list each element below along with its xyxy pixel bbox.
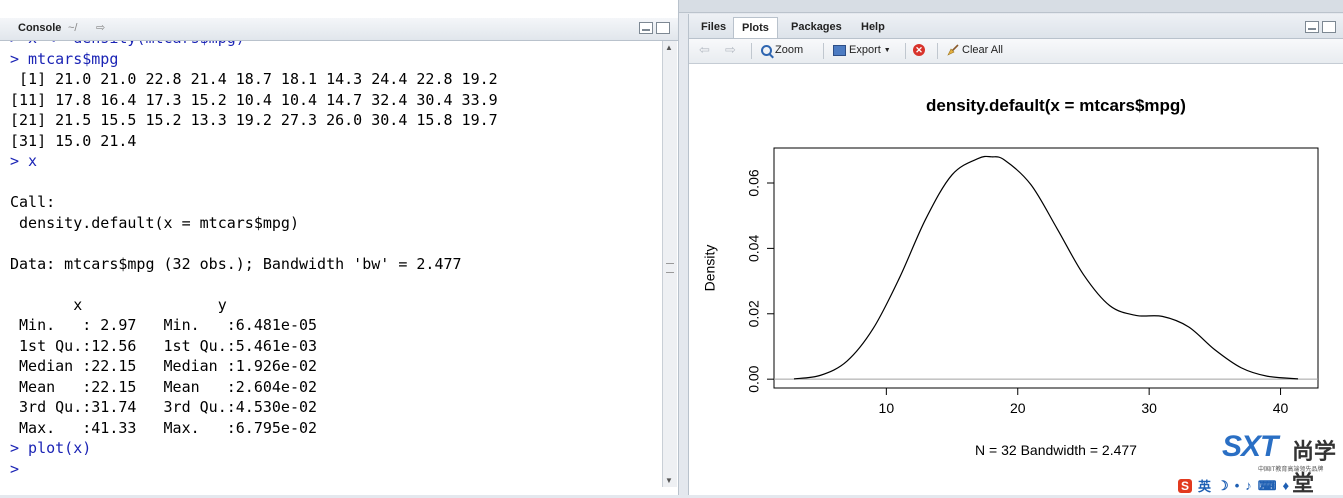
ime-lang[interactable]: 英 bbox=[1198, 479, 1212, 494]
zoom-button[interactable]: Zoom bbox=[761, 44, 803, 56]
toolbar-divider bbox=[823, 43, 824, 59]
x-axis-label: N = 32 Bandwidth = 2.477 bbox=[975, 442, 1137, 458]
keyboard-icon[interactable]: ⌨ bbox=[1257, 477, 1277, 493]
console-output-line bbox=[0, 233, 662, 254]
clear-all-label: Clear All bbox=[962, 44, 1003, 56]
tab-files[interactable]: Files bbox=[701, 21, 727, 33]
remove-icon: ✕ bbox=[913, 44, 925, 56]
density-plot: density.default(x = mtcars$mpg) 10 20 30 40 0… bbox=[702, 96, 1319, 458]
console-path[interactable]: ~/ bbox=[68, 22, 78, 34]
console-output-line: Min. : 2.97 Min. :6.481e-05 bbox=[10, 316, 318, 334]
toolbar-divider bbox=[751, 43, 752, 59]
moon-icon[interactable]: ☽ bbox=[1217, 477, 1229, 493]
console-output-line: Mean :22.15 Mean :2.604e-02 bbox=[10, 377, 318, 396]
scroll-down-icon[interactable]: ▼ bbox=[665, 476, 673, 485]
watermark-cn: 尚学堂 bbox=[1292, 439, 1337, 496]
watermark-subtitle: 中国IT教育高端领先品牌 bbox=[1258, 467, 1324, 473]
console-output-line: Data: mtcars$mpg (32 obs.); Bandwidth 'b… bbox=[10, 254, 462, 273]
x-tick-label: 40 bbox=[1273, 400, 1289, 416]
console-command-line: > x bbox=[10, 152, 38, 170]
y-tick-label: 0.02 bbox=[746, 300, 762, 327]
ime-toolbar: S 英 ☽ • ♪ ⌨ ♦ bbox=[1178, 476, 1343, 495]
navigate-arrow-icon[interactable]: ⇨ bbox=[96, 22, 106, 34]
density-curve bbox=[793, 155, 1299, 380]
arrow-left-icon: ⇦ bbox=[699, 42, 710, 57]
console-command-line: > plot(x) bbox=[10, 439, 92, 457]
minimize-icon[interactable] bbox=[639, 22, 653, 34]
pane-tabbar: Files Plots Packages Help bbox=[689, 14, 1343, 39]
console-output-line: 1st Qu.:12.56 1st Qu.:5.461e-03 bbox=[10, 336, 318, 355]
console-output-line: [31] 15.0 21.4 bbox=[10, 131, 137, 150]
console-output-line: Max. :41.33 Max. :6.795e-02 bbox=[10, 418, 318, 437]
mic-icon[interactable]: ♪ bbox=[1245, 478, 1252, 493]
y-axis-label: Density bbox=[702, 245, 718, 292]
plots-toolbar: ⇦ ⇨ Zoom Export ▼ ✕ Clear All bbox=[689, 39, 1343, 64]
remove-plot-button[interactable]: ✕ bbox=[913, 44, 925, 56]
plot-area: density.default(x = mtcars$mpg) 10 20 30 40 0… bbox=[689, 64, 1343, 495]
maximize-icon[interactable] bbox=[1322, 21, 1336, 33]
scrollbar-grip[interactable] bbox=[666, 263, 674, 273]
console-output-line: density.default(x = mtcars$mpg) bbox=[10, 213, 299, 232]
plots-window-buttons bbox=[1302, 20, 1336, 38]
export-button[interactable]: Export ▼ bbox=[833, 44, 891, 56]
plot-title: density.default(x = mtcars$mpg) bbox=[926, 96, 1186, 115]
x-tick-label: 20 bbox=[1010, 400, 1026, 416]
tab-packages[interactable]: Packages bbox=[791, 21, 842, 33]
console-output-line: Median :22.15 Median :1.926e-02 bbox=[10, 357, 318, 375]
console-output-line: 3rd Qu.:31.74 3rd Qu.:4.530e-02 bbox=[10, 398, 318, 416]
x-tick-label: 10 bbox=[879, 400, 895, 416]
minimize-icon[interactable] bbox=[1305, 21, 1319, 33]
watermark-sxt: SXT bbox=[1222, 430, 1278, 463]
console-output-line bbox=[0, 274, 662, 295]
console-output-line: [1] 21.0 21.0 22.8 21.4 18.7 18.1 14.3 2… bbox=[10, 70, 498, 88]
y-tick-label: 0.00 bbox=[746, 365, 762, 392]
back-button[interactable]: ⇦ bbox=[699, 42, 710, 57]
shirt-icon[interactable]: ♦ bbox=[1282, 478, 1290, 493]
y-tick-label: 0.06 bbox=[746, 169, 762, 196]
maximize-icon[interactable] bbox=[656, 22, 670, 34]
console-scrollbar[interactable]: ▲ ▼ bbox=[662, 41, 677, 487]
forward-button[interactable]: ⇨ bbox=[725, 42, 736, 57]
tab-plots[interactable]: Plots bbox=[733, 17, 778, 38]
arrow-right-icon: ⇨ bbox=[725, 42, 736, 57]
dot-icon[interactable]: • bbox=[1234, 478, 1240, 493]
clear-all-button[interactable]: Clear All bbox=[947, 44, 1003, 56]
console-output-line: Call: bbox=[10, 193, 56, 211]
console-pane: Console ~/ ⇨ > x <- density(mtcars$mpg)>… bbox=[0, 0, 679, 495]
broom-icon bbox=[947, 44, 959, 56]
magnifier-icon bbox=[761, 44, 772, 56]
console-output-line: [11] 17.8 16.4 17.3 15.2 10.4 10.4 14.7 … bbox=[10, 90, 498, 109]
scroll-up-icon[interactable]: ▲ bbox=[665, 43, 673, 52]
tab-help[interactable]: Help bbox=[861, 21, 885, 33]
console-output-line bbox=[0, 172, 662, 193]
console-output[interactable]: > x <- density(mtcars$mpg)> mtcars$mpg [… bbox=[0, 41, 662, 495]
export-label: Export bbox=[849, 44, 881, 56]
console-window-buttons bbox=[636, 22, 670, 37]
console-command-line: > mtcars$mpg bbox=[10, 49, 119, 68]
plots-pane: Files Plots Packages Help ⇦ ⇨ Zoom Expor… bbox=[688, 14, 1343, 495]
zoom-label: Zoom bbox=[775, 44, 804, 56]
toolbar-divider bbox=[905, 43, 906, 59]
console-command-line: > bbox=[10, 459, 20, 478]
watermark-logo: SXT 尚学堂 中国IT教育高端领先品牌 bbox=[1222, 430, 1343, 496]
console-header: Console ~/ ⇨ bbox=[0, 18, 678, 41]
console-title: Console bbox=[18, 22, 62, 34]
console-output-line: x y bbox=[10, 295, 227, 314]
console-output-line: [21] 21.5 15.5 15.2 13.3 19.2 27.3 26.0 … bbox=[10, 111, 498, 129]
ime-logo-icon[interactable]: S bbox=[1178, 478, 1193, 493]
console-command-line: > x <- density(mtcars$mpg) bbox=[0, 41, 662, 49]
toolbar-divider bbox=[937, 43, 938, 59]
plot-frame bbox=[773, 147, 1319, 389]
x-tick-label: 30 bbox=[1141, 400, 1157, 416]
dropdown-caret-icon: ▼ bbox=[883, 46, 891, 54]
export-image-icon bbox=[833, 44, 846, 56]
y-tick-label: 0.04 bbox=[746, 235, 762, 262]
